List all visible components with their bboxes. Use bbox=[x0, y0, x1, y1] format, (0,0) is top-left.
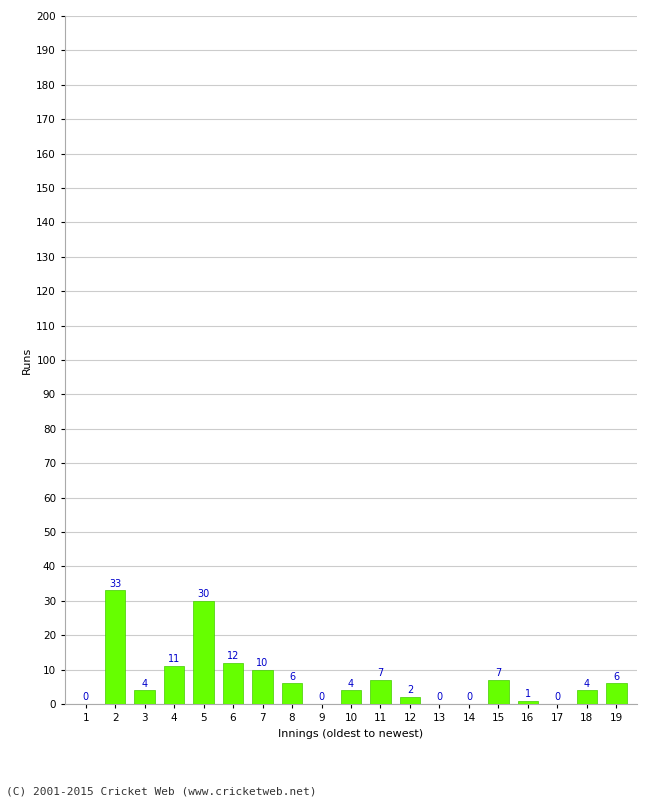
Text: 7: 7 bbox=[495, 668, 502, 678]
Bar bbox=[341, 690, 361, 704]
Bar bbox=[281, 683, 302, 704]
Bar bbox=[517, 701, 538, 704]
Bar bbox=[370, 680, 391, 704]
Text: 0: 0 bbox=[554, 692, 560, 702]
Text: 11: 11 bbox=[168, 654, 180, 665]
Text: 1: 1 bbox=[525, 689, 531, 699]
Bar bbox=[193, 601, 214, 704]
Text: 4: 4 bbox=[142, 678, 148, 689]
Bar bbox=[400, 697, 421, 704]
Text: 6: 6 bbox=[289, 672, 295, 682]
Bar bbox=[105, 590, 125, 704]
Text: 7: 7 bbox=[378, 668, 384, 678]
Text: 2: 2 bbox=[407, 686, 413, 695]
Y-axis label: Runs: Runs bbox=[22, 346, 32, 374]
Text: 0: 0 bbox=[318, 692, 324, 702]
Text: 12: 12 bbox=[227, 651, 239, 661]
Text: 0: 0 bbox=[436, 692, 443, 702]
Bar bbox=[606, 683, 627, 704]
Bar bbox=[252, 670, 273, 704]
Bar bbox=[135, 690, 155, 704]
Bar bbox=[577, 690, 597, 704]
Text: 6: 6 bbox=[614, 672, 619, 682]
Text: 4: 4 bbox=[348, 678, 354, 689]
Text: 10: 10 bbox=[256, 658, 268, 668]
Bar bbox=[488, 680, 509, 704]
Text: 33: 33 bbox=[109, 578, 122, 589]
X-axis label: Innings (oldest to newest): Innings (oldest to newest) bbox=[278, 729, 424, 738]
Text: 0: 0 bbox=[83, 692, 88, 702]
Text: 4: 4 bbox=[584, 678, 590, 689]
Bar bbox=[164, 666, 185, 704]
Text: 0: 0 bbox=[466, 692, 472, 702]
Bar bbox=[223, 662, 243, 704]
Text: (C) 2001-2015 Cricket Web (www.cricketweb.net): (C) 2001-2015 Cricket Web (www.cricketwe… bbox=[6, 786, 317, 796]
Text: 30: 30 bbox=[198, 589, 210, 599]
